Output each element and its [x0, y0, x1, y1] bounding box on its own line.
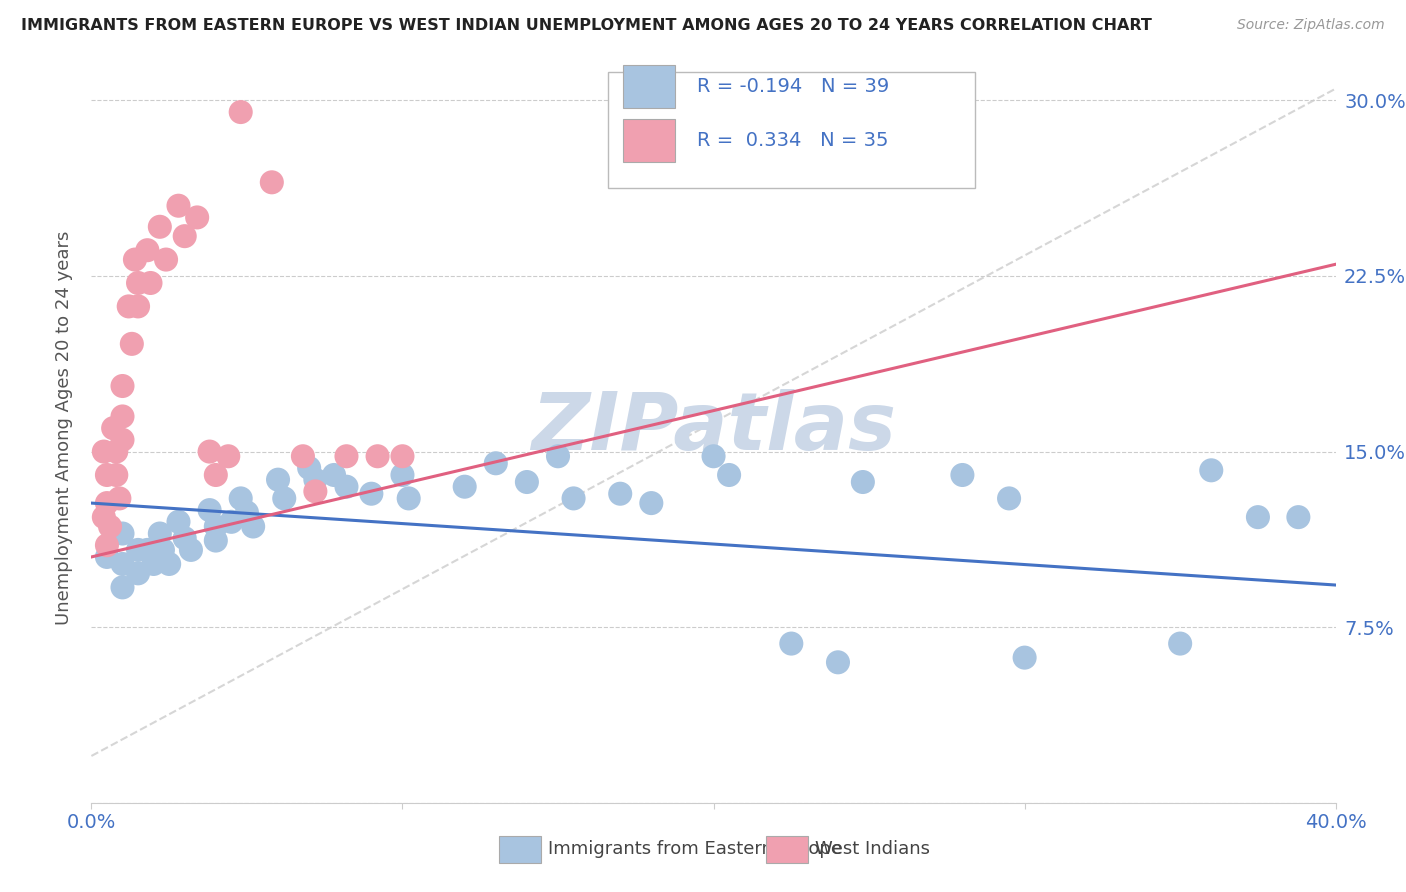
Point: [702, 450, 725, 464]
Point: [267, 473, 290, 487]
Point: [108, 491, 131, 506]
Point: [157, 557, 180, 571]
Point: [198, 444, 221, 458]
Point: [96, 468, 118, 483]
Point: [205, 533, 228, 548]
Point: [127, 542, 149, 557]
Point: [111, 526, 134, 541]
Point: [96, 496, 118, 510]
Point: [124, 252, 146, 267]
Point: [547, 450, 569, 464]
Point: [335, 480, 357, 494]
Point: [367, 450, 389, 464]
Point: [121, 337, 143, 351]
Point: [96, 538, 118, 552]
Point: [360, 487, 382, 501]
Point: [516, 475, 538, 489]
Point: [453, 480, 475, 494]
Point: [139, 276, 162, 290]
Point: [96, 549, 118, 564]
Point: [111, 433, 134, 447]
Point: [609, 487, 631, 501]
Point: [827, 655, 849, 669]
FancyBboxPatch shape: [623, 65, 675, 108]
Point: [127, 300, 149, 314]
Text: R = -0.194   N = 39: R = -0.194 N = 39: [697, 77, 890, 96]
Point: [173, 531, 195, 545]
Point: [127, 276, 149, 290]
Point: [136, 542, 159, 557]
Point: [1201, 463, 1223, 477]
Point: [205, 468, 228, 483]
Point: [136, 244, 159, 258]
Point: [229, 491, 252, 506]
Point: [101, 421, 124, 435]
Text: West Indians: West Indians: [815, 840, 931, 858]
Point: [1168, 637, 1191, 651]
Point: [173, 229, 195, 244]
Point: [950, 468, 973, 483]
Point: [304, 484, 326, 499]
Point: [93, 444, 115, 458]
Point: [718, 468, 741, 483]
Text: R =  0.334   N = 35: R = 0.334 N = 35: [697, 131, 889, 150]
Point: [167, 515, 190, 529]
Point: [217, 450, 239, 464]
Point: [149, 219, 172, 234]
Point: [323, 468, 346, 483]
Point: [105, 468, 128, 483]
FancyBboxPatch shape: [623, 119, 675, 162]
Point: [391, 468, 413, 483]
Point: [229, 105, 252, 120]
Point: [298, 461, 321, 475]
Point: [93, 510, 115, 524]
Point: [398, 491, 420, 506]
Point: [1014, 650, 1036, 665]
Point: [485, 456, 508, 470]
Point: [852, 475, 875, 489]
Point: [335, 450, 357, 464]
Point: [167, 199, 190, 213]
Point: [105, 444, 128, 458]
Point: [391, 450, 413, 464]
Point: [780, 637, 803, 651]
Point: [180, 542, 202, 557]
Point: [242, 519, 264, 533]
Point: [562, 491, 585, 506]
Point: [111, 379, 134, 393]
Point: [111, 557, 134, 571]
Point: [260, 175, 283, 189]
Text: IMMIGRANTS FROM EASTERN EUROPE VS WEST INDIAN UNEMPLOYMENT AMONG AGES 20 TO 24 Y: IMMIGRANTS FROM EASTERN EUROPE VS WEST I…: [21, 18, 1152, 33]
Text: Immigrants from Eastern Europe: Immigrants from Eastern Europe: [548, 840, 842, 858]
Point: [98, 519, 121, 533]
Text: Source: ZipAtlas.com: Source: ZipAtlas.com: [1237, 18, 1385, 32]
Point: [998, 491, 1021, 506]
Point: [142, 557, 165, 571]
Point: [1247, 510, 1270, 524]
Point: [155, 252, 177, 267]
Point: [111, 409, 134, 424]
FancyBboxPatch shape: [607, 72, 974, 188]
Point: [273, 491, 295, 506]
Point: [152, 542, 174, 557]
Point: [186, 211, 208, 225]
Point: [198, 503, 221, 517]
Point: [205, 519, 228, 533]
Point: [304, 473, 326, 487]
Point: [118, 300, 141, 314]
Point: [1286, 510, 1309, 524]
Point: [291, 450, 314, 464]
Point: [149, 526, 172, 541]
Point: [127, 566, 149, 581]
Text: ZIPatlas: ZIPatlas: [531, 389, 896, 467]
Point: [111, 581, 134, 595]
Point: [236, 505, 259, 519]
Y-axis label: Unemployment Among Ages 20 to 24 years: Unemployment Among Ages 20 to 24 years: [55, 231, 73, 625]
Point: [221, 515, 243, 529]
Point: [640, 496, 662, 510]
